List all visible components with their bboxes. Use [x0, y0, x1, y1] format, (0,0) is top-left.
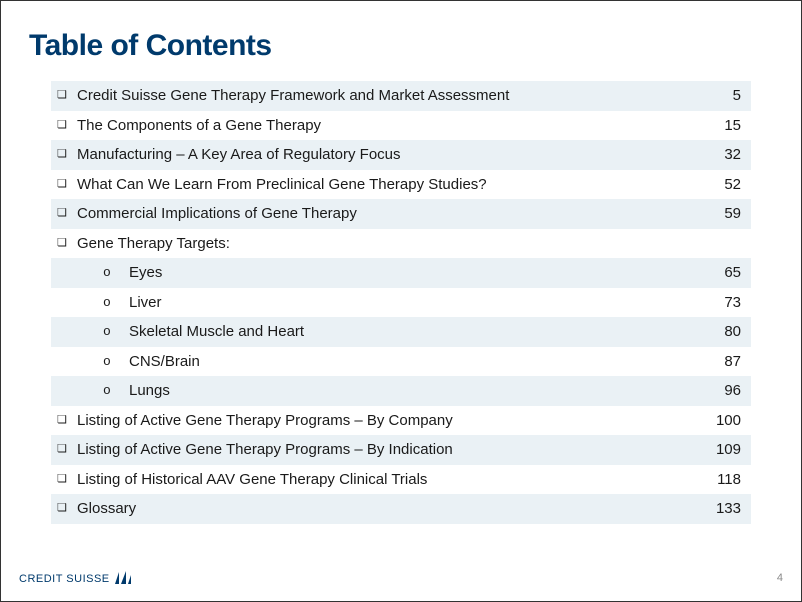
- toc-label: Credit Suisse Gene Therapy Framework and…: [77, 87, 701, 104]
- toc-page: 109: [701, 441, 741, 458]
- toc-row: oEyes65: [51, 258, 751, 288]
- toc-label: Listing of Historical AAV Gene Therapy C…: [77, 471, 701, 488]
- toc-label: Lungs: [129, 382, 701, 399]
- toc-page: 96: [701, 382, 741, 399]
- toc-label: Manufacturing – A Key Area of Regulatory…: [77, 146, 701, 163]
- sub-bullet-icon: o: [103, 384, 129, 397]
- logo-text: CREDIT SUISSE: [19, 573, 110, 585]
- toc-row: ❏The Components of a Gene Therapy15: [51, 111, 751, 141]
- page-title: Table of Contents: [29, 29, 773, 63]
- toc-label: Liver: [129, 294, 701, 311]
- bullet-icon: ❏: [57, 149, 77, 160]
- toc-row: ❏Listing of Historical AAV Gene Therapy …: [51, 465, 751, 495]
- bullet-icon: ❏: [57, 90, 77, 101]
- bullet-icon: ❏: [57, 208, 77, 219]
- sub-bullet-icon: o: [103, 355, 129, 368]
- toc-label: CNS/Brain: [129, 353, 701, 370]
- toc-label: Glossary: [77, 500, 701, 517]
- footer: CREDIT SUISSE 4: [1, 561, 801, 601]
- toc-label: What Can We Learn From Preclinical Gene …: [77, 176, 701, 193]
- toc-row: oSkeletal Muscle and Heart80: [51, 317, 751, 347]
- toc-label: The Components of a Gene Therapy: [77, 117, 701, 134]
- bullet-icon: ❏: [57, 238, 77, 249]
- toc-page: 15: [701, 117, 741, 134]
- toc-page: 80: [701, 323, 741, 340]
- toc-row: ❏Glossary133: [51, 494, 751, 524]
- bullet-icon: ❏: [57, 179, 77, 190]
- logo-sails-icon: [114, 571, 132, 585]
- toc-page: 118: [701, 471, 741, 488]
- toc-list: ❏Credit Suisse Gene Therapy Framework an…: [51, 81, 751, 524]
- toc-label: Listing of Active Gene Therapy Programs …: [77, 441, 701, 458]
- toc-label: Eyes: [129, 264, 701, 281]
- toc-row: ❏Listing of Active Gene Therapy Programs…: [51, 435, 751, 465]
- toc-label: Gene Therapy Targets:: [77, 235, 701, 252]
- toc-label: Listing of Active Gene Therapy Programs …: [77, 412, 701, 429]
- slide: Table of Contents ❏Credit Suisse Gene Th…: [1, 1, 801, 601]
- toc-page: 87: [701, 353, 741, 370]
- bullet-icon: ❏: [57, 415, 77, 426]
- toc-page: 5: [701, 87, 741, 104]
- toc-page: 65: [701, 264, 741, 281]
- toc-page: 32: [701, 146, 741, 163]
- toc-row: ❏Manufacturing – A Key Area of Regulator…: [51, 140, 751, 170]
- toc-row: ❏Gene Therapy Targets:: [51, 229, 751, 259]
- bullet-icon: ❏: [57, 503, 77, 514]
- bullet-icon: ❏: [57, 120, 77, 131]
- toc-label: Commercial Implications of Gene Therapy: [77, 205, 701, 222]
- toc-page: 59: [701, 205, 741, 222]
- sub-bullet-icon: o: [103, 266, 129, 279]
- toc-row: ❏Credit Suisse Gene Therapy Framework an…: [51, 81, 751, 111]
- toc-row: ❏What Can We Learn From Preclinical Gene…: [51, 170, 751, 200]
- toc-page: 133: [701, 500, 741, 517]
- toc-row: ❏Listing of Active Gene Therapy Programs…: [51, 406, 751, 436]
- sub-bullet-icon: o: [103, 325, 129, 338]
- toc-row: oLungs96: [51, 376, 751, 406]
- toc-page: 73: [701, 294, 741, 311]
- bullet-icon: ❏: [57, 474, 77, 485]
- sub-bullet-icon: o: [103, 296, 129, 309]
- toc-label: Skeletal Muscle and Heart: [129, 323, 701, 340]
- bullet-icon: ❏: [57, 444, 77, 455]
- toc-page: 52: [701, 176, 741, 193]
- page-number: 4: [777, 572, 783, 584]
- toc-page: 100: [701, 412, 741, 429]
- toc-row: ❏Commercial Implications of Gene Therapy…: [51, 199, 751, 229]
- toc-row: oLiver73: [51, 288, 751, 318]
- toc-row: oCNS/Brain87: [51, 347, 751, 377]
- credit-suisse-logo: CREDIT SUISSE: [19, 571, 132, 585]
